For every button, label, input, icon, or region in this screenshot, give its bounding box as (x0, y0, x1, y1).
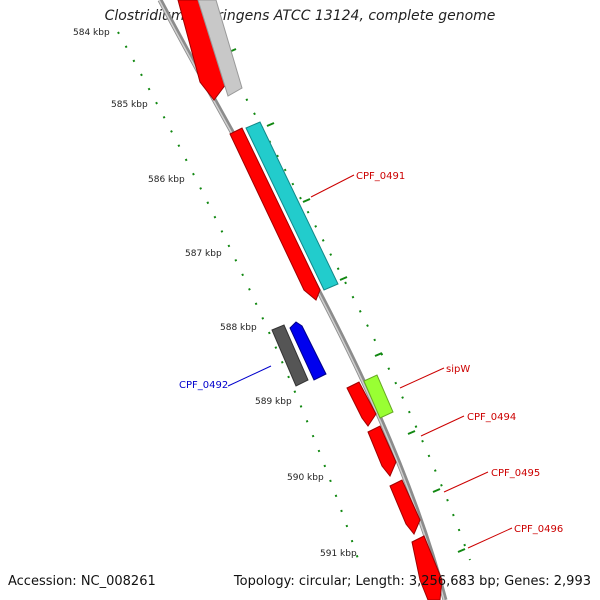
gene-label-cpf0494[interactable]: CPF_0494 (467, 412, 516, 423)
tick-label: 585 kbp (111, 100, 148, 110)
tick-label: 586 kbp (148, 175, 185, 185)
tick-label: 588 kbp (220, 323, 257, 333)
outer-major-tick (457, 548, 466, 553)
outer-major-tick (432, 488, 441, 493)
outer-major-tick (407, 430, 416, 435)
feature-red-cpf0494[interactable] (367, 425, 397, 477)
feature-red-cpf0496[interactable] (411, 535, 443, 600)
gene-label-sipw[interactable]: sipW (446, 364, 470, 375)
tick-label: 589 kbp (255, 397, 292, 407)
outer-dotted-ruler (193, 0, 471, 561)
feature-red-sipw-region[interactable] (346, 381, 377, 427)
gene-label-cpf0492[interactable]: CPF_0492 (179, 380, 228, 391)
feature-red-cpf0491-region[interactable] (229, 127, 321, 301)
feature-blue-cpf0492[interactable] (289, 321, 327, 381)
leader-lines (227, 174, 513, 549)
genome-summary-text: Topology: circular; Length: 3,256,683 bp… (233, 574, 591, 589)
feature-red-cpf0495[interactable] (389, 479, 421, 535)
gene-label-cpf0491[interactable]: CPF_0491 (356, 171, 405, 182)
outer-major-tick (339, 276, 348, 281)
tick-label: 590 kbp (287, 473, 324, 483)
tick-labels: 584 kbp 585 kbp 586 kbp 587 kbp 588 kbp … (73, 28, 357, 559)
feature-cyan-cpf0491[interactable] (245, 121, 339, 291)
accession-text: Accession: NC_008261 (8, 574, 156, 589)
tick-label: 584 kbp (73, 28, 110, 38)
feature-top-red[interactable] (177, 0, 227, 101)
tick-label: 587 kbp (185, 249, 222, 259)
outer-major-tick (302, 198, 311, 203)
feature-darkgray[interactable] (271, 324, 309, 387)
gene-label-cpf0496[interactable]: CPF_0496 (514, 524, 563, 535)
gene-labels: CPF_0491 sipW CPF_0494 CPF_0495 CPF_0496… (179, 171, 563, 535)
feature-green-sipw[interactable] (363, 374, 394, 419)
gene-label-cpf0495[interactable]: CPF_0495 (491, 468, 540, 479)
outer-major-tick (266, 122, 275, 127)
feature-top-gray[interactable] (197, 0, 243, 97)
outer-major-tick (374, 352, 383, 357)
tick-label: 591 kbp (320, 549, 357, 559)
